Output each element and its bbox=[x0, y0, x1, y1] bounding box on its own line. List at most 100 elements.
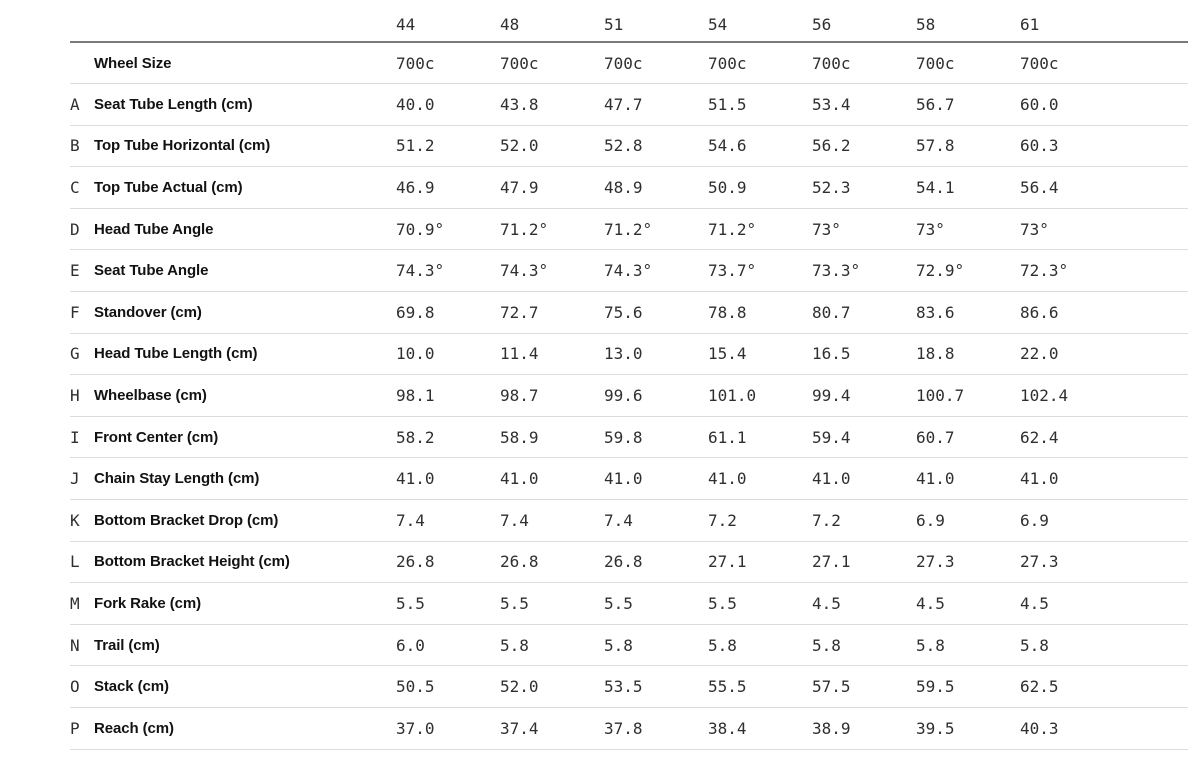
row-letter: L bbox=[70, 552, 80, 572]
geometry-value: 5.5 bbox=[500, 594, 529, 614]
size-column-header: 56 bbox=[812, 15, 832, 34]
row-label: Bottom Bracket Drop (cm) bbox=[94, 511, 279, 529]
geometry-row: J Chain Stay Length (cm) 41.0 41.0 41.0 41.0 4… bbox=[70, 458, 1188, 500]
row-letter: J bbox=[70, 469, 80, 489]
geometry-row: G Head Tube Length (cm) 10.0 11.4 13.0 15.4 16… bbox=[70, 333, 1188, 375]
geometry-value: 27.1 bbox=[812, 552, 851, 572]
geometry-value: 70.9° bbox=[396, 219, 445, 239]
geometry-value: 69.8 bbox=[396, 302, 435, 322]
geometry-value: 56.7 bbox=[916, 94, 955, 114]
geometry-value: 78.8 bbox=[708, 302, 747, 322]
geometry-value: 27.3 bbox=[916, 552, 955, 572]
row-letter: O bbox=[70, 677, 80, 697]
geometry-value: 40.3 bbox=[1020, 718, 1059, 738]
geometry-value: 72.9° bbox=[916, 261, 965, 281]
geometry-row: C Top Tube Actual (cm) 46.9 47.9 48.9 50.9 52.… bbox=[70, 167, 1188, 209]
geometry-value: 27.3 bbox=[1020, 552, 1059, 572]
row-label: Bottom Bracket Height (cm) bbox=[94, 553, 290, 571]
row-label: Reach (cm) bbox=[94, 719, 174, 737]
geometry-value: 73° bbox=[916, 219, 945, 239]
geometry-value: 15.4 bbox=[708, 344, 747, 364]
geometry-value: 7.2 bbox=[812, 510, 841, 530]
geometry-row: O Stack (cm) 50.5 52.0 53.5 55.5 57.5 59.5 62.5 bbox=[70, 666, 1188, 708]
geometry-row: A Seat Tube Length (cm) 40.0 43.8 47.7 51.5 53… bbox=[70, 84, 1188, 126]
geometry-value: 4.5 bbox=[1020, 594, 1049, 614]
geometry-value: 73.3° bbox=[812, 261, 861, 281]
header-letter-spacer bbox=[70, 8, 94, 42]
geometry-value: 700c bbox=[916, 53, 955, 73]
geometry-value: 22.0 bbox=[1020, 344, 1059, 364]
geometry-value: 41.0 bbox=[916, 469, 955, 489]
geometry-value: 10.0 bbox=[396, 344, 435, 364]
geometry-value: 27.1 bbox=[708, 552, 747, 572]
geometry-value: 4.5 bbox=[812, 594, 841, 614]
geometry-value: 83.6 bbox=[916, 302, 955, 322]
geometry-table-body: Wheel Size 700c 700c 700c 700c 700c 700c 700c A S… bbox=[70, 42, 1188, 750]
geometry-value: 37.4 bbox=[500, 718, 539, 738]
geometry-value: 700c bbox=[396, 53, 435, 73]
geometry-row: M Fork Rake (cm) 5.5 5.5 5.5 5.5 4.5 4.5 4.5 bbox=[70, 583, 1188, 625]
geometry-value: 71.2° bbox=[500, 219, 549, 239]
geometry-row: P Reach (cm) 37.0 37.4 37.8 38.4 38.9 39.5 40.3 bbox=[70, 708, 1188, 750]
geometry-value: 52.0 bbox=[500, 677, 539, 697]
row-label: Head Tube Angle bbox=[94, 220, 214, 238]
geometry-value: 74.3° bbox=[396, 261, 445, 281]
geometry-value: 99.6 bbox=[604, 386, 643, 406]
geometry-value: 54.6 bbox=[708, 136, 747, 156]
geometry-value: 59.4 bbox=[812, 427, 851, 447]
geometry-value: 7.4 bbox=[500, 510, 529, 530]
geometry-value: 57.5 bbox=[812, 677, 851, 697]
row-letter: M bbox=[70, 594, 80, 614]
geometry-value: 6.9 bbox=[916, 510, 945, 530]
geometry-value: 41.0 bbox=[708, 469, 747, 489]
row-label: Stack (cm) bbox=[94, 678, 169, 696]
row-label: Wheel Size bbox=[94, 54, 172, 72]
geometry-value: 74.3° bbox=[500, 261, 549, 281]
geometry-value: 5.8 bbox=[916, 635, 945, 655]
geometry-value: 40.0 bbox=[396, 94, 435, 114]
geometry-value: 37.8 bbox=[604, 718, 643, 738]
row-letter: C bbox=[70, 178, 80, 198]
geometry-value: 56.2 bbox=[812, 136, 851, 156]
geometry-row: L Bottom Bracket Height (cm) 26.8 26.8 26.8 2… bbox=[70, 541, 1188, 583]
geometry-value: 47.7 bbox=[604, 94, 643, 114]
size-column-header: 44 bbox=[396, 15, 416, 34]
geometry-value: 51.5 bbox=[708, 94, 747, 114]
geometry-value: 54.1 bbox=[916, 178, 955, 198]
geometry-row: K Bottom Bracket Drop (cm) 7.4 7.4 7.4 7.2 7.2… bbox=[70, 500, 1188, 542]
geometry-value: 98.1 bbox=[396, 386, 435, 406]
geometry-value: 73.7° bbox=[708, 261, 757, 281]
row-letter: D bbox=[70, 219, 80, 239]
geometry-value: 41.0 bbox=[396, 469, 435, 489]
size-column-header: 48 bbox=[500, 15, 520, 34]
geometry-value: 43.8 bbox=[500, 94, 539, 114]
row-label: Head Tube Length (cm) bbox=[94, 345, 258, 363]
size-column-header: 58 bbox=[916, 15, 936, 34]
geometry-value: 74.3° bbox=[604, 261, 653, 281]
row-label: Front Center (cm) bbox=[94, 428, 219, 446]
geometry-value: 51.2 bbox=[396, 136, 435, 156]
row-letter: K bbox=[70, 510, 80, 530]
geometry-value: 5.5 bbox=[708, 594, 737, 614]
geometry-value: 46.9 bbox=[396, 178, 435, 198]
row-letter: N bbox=[70, 635, 80, 655]
geometry-value: 5.5 bbox=[396, 594, 425, 614]
geometry-value: 700c bbox=[500, 53, 539, 73]
row-letter: I bbox=[70, 427, 80, 447]
header-label-spacer bbox=[94, 8, 396, 42]
geometry-row: E Seat Tube Angle 74.3° 74.3° 74.3° 73.7° 73.3… bbox=[70, 250, 1188, 292]
row-letter: A bbox=[70, 94, 80, 114]
geometry-value: 700c bbox=[1020, 53, 1059, 73]
geometry-value: 62.4 bbox=[1020, 427, 1059, 447]
geometry-row: N Trail (cm) 6.0 5.8 5.8 5.8 5.8 5.8 5.8 bbox=[70, 624, 1188, 666]
geometry-value: 700c bbox=[604, 53, 643, 73]
geometry-value: 60.3 bbox=[1020, 136, 1059, 156]
geometry-value: 41.0 bbox=[500, 469, 539, 489]
row-letter: B bbox=[70, 136, 80, 156]
geometry-value: 86.6 bbox=[1020, 302, 1059, 322]
geometry-value: 62.5 bbox=[1020, 677, 1059, 697]
geometry-value: 48.9 bbox=[604, 178, 643, 198]
geometry-value: 53.4 bbox=[812, 94, 851, 114]
geometry-row: B Top Tube Horizontal (cm) 51.2 52.0 52.8 54.… bbox=[70, 125, 1188, 167]
row-label: Top Tube Horizontal (cm) bbox=[94, 137, 271, 155]
